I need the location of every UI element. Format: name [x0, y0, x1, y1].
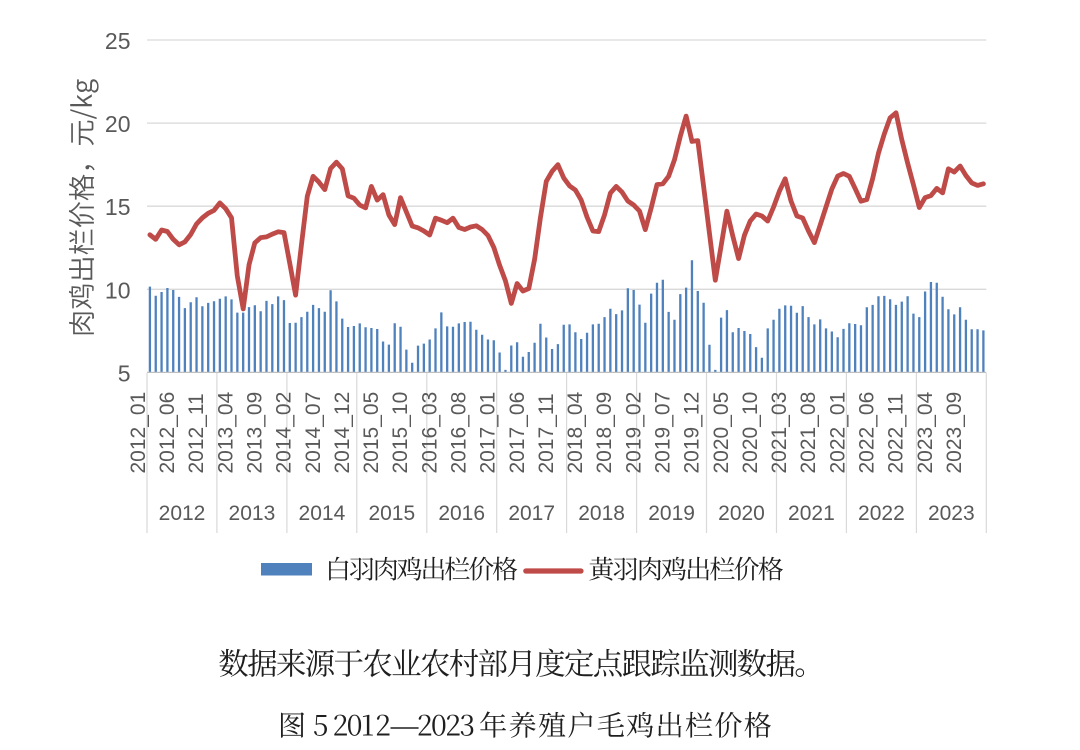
svg-text:2012: 2012: [159, 502, 206, 525]
svg-text:10: 10: [105, 277, 131, 303]
svg-text:2017_11: 2017_11: [535, 393, 558, 473]
svg-text:2022: 2022: [858, 502, 905, 525]
svg-text:2018_04: 2018_04: [564, 391, 587, 473]
svg-text:2015: 2015: [368, 502, 415, 525]
svg-text:2016_03: 2016_03: [418, 392, 441, 474]
svg-text:2016: 2016: [438, 502, 485, 525]
svg-text:2020_10: 2020_10: [739, 392, 762, 474]
svg-text:2015_05: 2015_05: [360, 392, 383, 474]
svg-text:2017_01: 2017_01: [477, 392, 500, 474]
svg-text:2014_02: 2014_02: [273, 392, 296, 474]
svg-text:2023_04: 2023_04: [914, 391, 937, 473]
svg-text:2014: 2014: [299, 502, 346, 525]
svg-text:2013_04: 2013_04: [214, 391, 237, 473]
svg-text:2020_05: 2020_05: [710, 392, 733, 474]
svg-text:25: 25: [105, 28, 131, 54]
svg-text:2016_08: 2016_08: [448, 392, 471, 474]
svg-text:2019_07: 2019_07: [652, 392, 675, 474]
svg-text:2012_06: 2012_06: [156, 392, 179, 474]
svg-text:5: 5: [118, 360, 131, 386]
svg-text:2017: 2017: [508, 502, 555, 525]
svg-text:2013_09: 2013_09: [244, 392, 267, 474]
svg-text:2022_11: 2022_11: [885, 393, 908, 473]
svg-text:2019_02: 2019_02: [622, 392, 645, 474]
svg-text:2012_11: 2012_11: [185, 393, 208, 473]
svg-text:2019_12: 2019_12: [681, 392, 704, 474]
svg-text:2020: 2020: [718, 502, 765, 525]
svg-text:2018: 2018: [578, 502, 625, 525]
svg-text:2022_06: 2022_06: [856, 392, 879, 474]
svg-text:2017_06: 2017_06: [506, 392, 529, 474]
svg-text:2022_01: 2022_01: [826, 392, 849, 474]
svg-text:2021_08: 2021_08: [797, 392, 820, 474]
svg-text:2021: 2021: [788, 502, 835, 525]
svg-text:15: 15: [105, 194, 131, 220]
svg-text:2018_09: 2018_09: [593, 392, 616, 474]
svg-text:2019: 2019: [648, 502, 695, 525]
svg-text:2023: 2023: [928, 502, 975, 525]
svg-text:2013: 2013: [229, 502, 276, 525]
svg-text:2023_09: 2023_09: [943, 392, 966, 474]
svg-text:2014_12: 2014_12: [331, 392, 354, 474]
svg-text:2012_01: 2012_01: [127, 392, 150, 474]
svg-text:20: 20: [105, 111, 131, 137]
svg-text:2014_07: 2014_07: [302, 392, 325, 474]
svg-text:2021_03: 2021_03: [768, 392, 791, 474]
svg-text:2015_10: 2015_10: [389, 392, 412, 474]
